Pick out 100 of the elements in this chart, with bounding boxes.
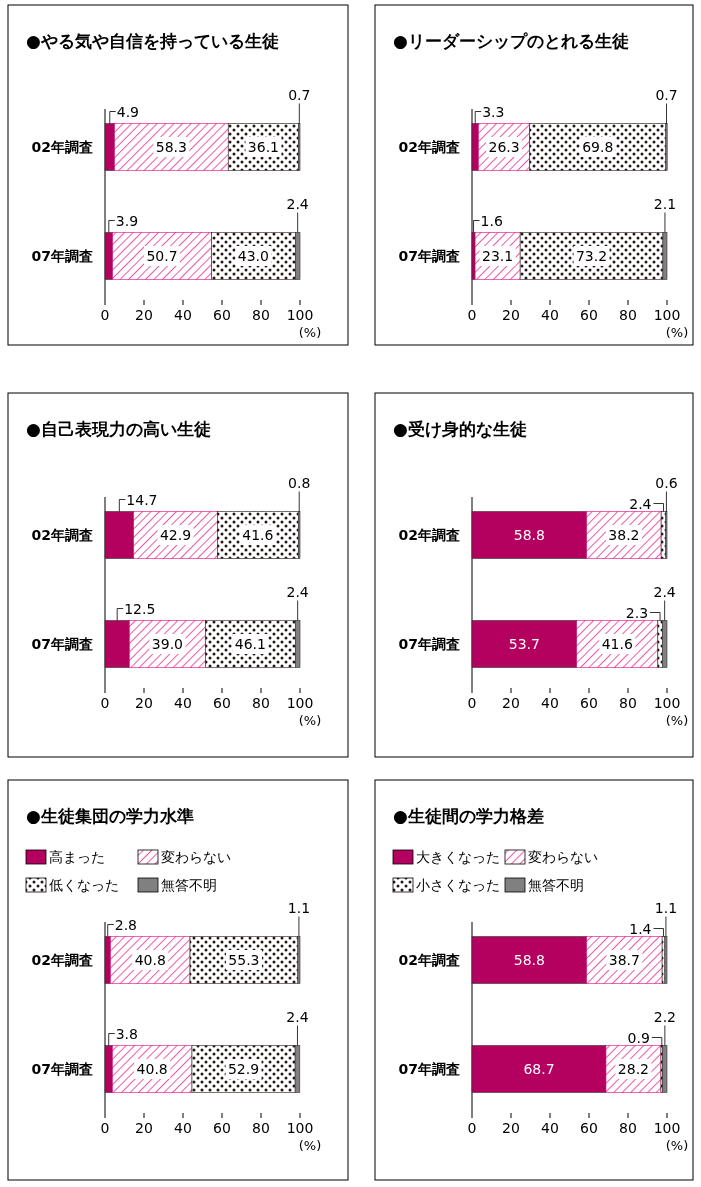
y-tick-label: 07年調査 [31, 1061, 93, 1077]
y-tick-label: 07年調査 [398, 636, 460, 652]
data-label: 58.8 [513, 952, 545, 968]
x-tick-label: 20 [502, 307, 520, 323]
data-label: 12.5 [124, 600, 156, 617]
chart-title: ●自己表現力の高い生徒 [26, 419, 211, 439]
data-label: 0.7 [288, 86, 311, 103]
y-tick-label: 02年調査 [398, 952, 460, 968]
data-label: 58.8 [513, 527, 545, 543]
x-tick-label: 40 [541, 307, 559, 323]
x-tick-label: 100 [653, 695, 681, 711]
y-tick-label: 02年調査 [31, 952, 93, 968]
data-label: 14.7 [126, 491, 158, 508]
data-label: 1.1 [287, 899, 311, 916]
data-label: 2.4 [653, 583, 676, 600]
x-tick-label: 40 [174, 695, 192, 711]
x-axis-title: (%) [298, 325, 322, 340]
chart-title: ●生徒集団の学力水準 [26, 806, 194, 826]
data-label: 0.7 [655, 86, 678, 103]
data-label: 58.3 [155, 139, 187, 155]
data-label: 52.9 [227, 1061, 260, 1077]
x-tick-label: 60 [580, 1120, 598, 1136]
data-label: 2.2 [653, 1008, 676, 1025]
y-tick-label: 02年調査 [398, 527, 460, 543]
x-tick-label: 100 [286, 307, 314, 323]
data-label: 1.1 [654, 899, 678, 916]
x-tick-label: 80 [619, 307, 637, 323]
chart-title: ●受け身的な生徒 [393, 419, 527, 439]
y-tick-label: 07年調査 [398, 1061, 460, 1077]
x-tick-label: 20 [135, 1120, 153, 1136]
data-label: 43.0 [237, 248, 269, 264]
legend-label: 変わらない [528, 849, 598, 865]
data-label: 0.8 [288, 474, 311, 491]
data-label: 53.7 [508, 636, 540, 652]
x-tick-label: 0 [467, 307, 477, 323]
data-label: 40.8 [136, 1061, 168, 1077]
data-label: 2.4 [286, 1008, 309, 1025]
data-label: 68.7 [523, 1061, 555, 1077]
x-axis-title: (%) [665, 325, 689, 340]
x-tick-label: 100 [653, 307, 681, 323]
x-tick-label: 100 [286, 1120, 314, 1136]
legend-label: 無答不明 [161, 877, 217, 893]
y-tick-label: 02年調査 [31, 139, 93, 155]
x-tick-label: 0 [100, 307, 110, 323]
x-tick-label: 60 [213, 1120, 231, 1136]
x-tick-label: 0 [467, 1120, 477, 1136]
data-label: 3.3 [482, 103, 505, 120]
data-label: 40.8 [134, 952, 166, 968]
data-label: 0.6 [655, 474, 678, 491]
data-label: 39.0 [151, 636, 183, 652]
data-label: 46.1 [234, 636, 266, 652]
x-tick-label: 20 [502, 1120, 520, 1136]
data-label: 41.6 [242, 527, 274, 543]
data-label: 73.2 [575, 248, 608, 264]
x-tick-label: 60 [580, 695, 598, 711]
data-label: 2.4 [286, 195, 309, 212]
x-tick-label: 0 [467, 695, 477, 711]
x-tick-label: 80 [252, 1120, 270, 1136]
y-tick-label: 02年調査 [31, 527, 93, 543]
data-label: 1.4 [629, 920, 652, 937]
data-label: 26.3 [488, 139, 520, 155]
x-tick-label: 40 [174, 1120, 192, 1136]
data-label: 2.8 [114, 916, 137, 933]
legend-label: 低くなった [49, 877, 119, 893]
x-tick-label: 0 [100, 695, 110, 711]
x-tick-label: 40 [541, 695, 559, 711]
data-label: 0.9 [627, 1029, 650, 1046]
data-label: 2.3 [625, 604, 649, 621]
x-tick-label: 80 [619, 1120, 637, 1136]
chart-title: ●リーダーシップのとれる生徒 [393, 31, 629, 51]
legend-label: 小さくなった [416, 877, 500, 893]
x-tick-label: 80 [252, 307, 270, 323]
data-label: 41.6 [601, 636, 633, 652]
data-label: 42.9 [159, 527, 192, 543]
x-tick-label: 100 [286, 695, 314, 711]
data-label: 28.2 [617, 1061, 650, 1077]
x-tick-label: 80 [252, 695, 270, 711]
data-label: 2.4 [629, 495, 652, 512]
y-tick-label: 07年調査 [31, 636, 93, 652]
data-label: 3.8 [115, 1025, 138, 1042]
x-axis-title: (%) [665, 713, 689, 728]
x-tick-label: 60 [580, 307, 598, 323]
data-label: 23.1 [482, 248, 514, 264]
x-tick-label: 40 [174, 307, 192, 323]
y-tick-label: 07年調査 [31, 248, 93, 264]
x-axis-title: (%) [298, 713, 322, 728]
x-tick-label: 80 [619, 695, 637, 711]
data-label: 3.9 [115, 212, 139, 229]
x-tick-label: 40 [541, 1120, 559, 1136]
data-label: 1.6 [480, 212, 503, 229]
x-tick-label: 60 [213, 695, 231, 711]
data-label: 69.8 [582, 139, 614, 155]
chart-title: ●やる気や自信を持っている生徒 [26, 31, 279, 51]
y-tick-label: 02年調査 [398, 139, 460, 155]
data-label: 2.1 [653, 195, 677, 212]
x-tick-label: 20 [135, 307, 153, 323]
legend-label: 大きくなった [416, 849, 500, 865]
x-axis-title: (%) [298, 1138, 322, 1153]
data-label: 36.1 [247, 139, 280, 155]
legend-label: 高まった [49, 849, 105, 865]
